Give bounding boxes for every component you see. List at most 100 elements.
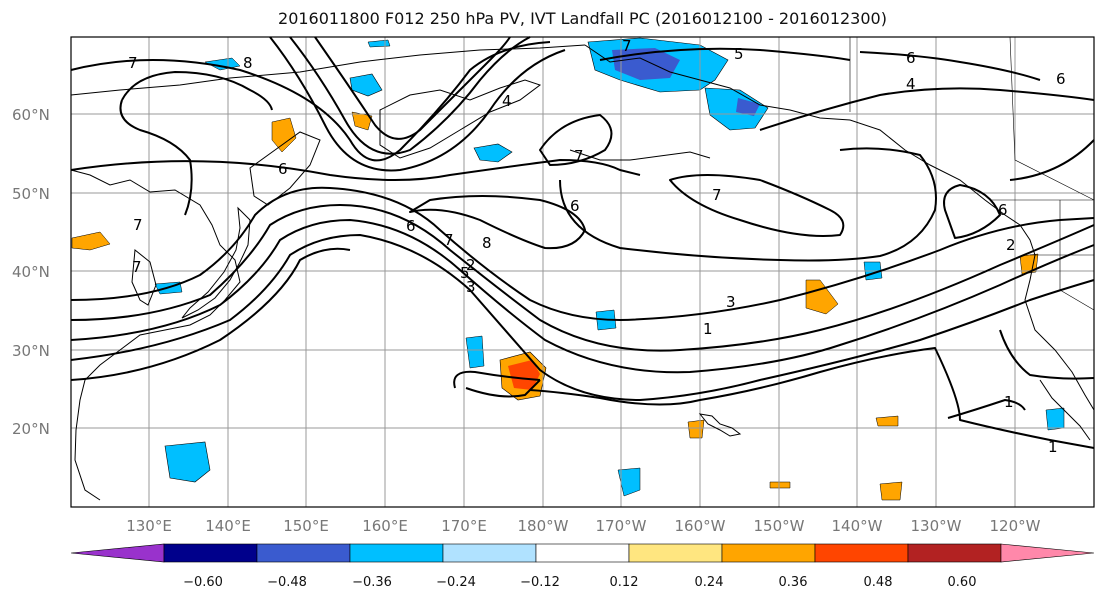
pv-contour [999,329,1095,380]
pv-contour [70,234,1095,401]
pv-contour [669,174,845,237]
pv-contour [529,347,1095,449]
anomaly-region [71,231,111,251]
pv-contour [119,99,193,216]
lon-label: 130°W [911,517,962,535]
pv-contour [559,147,937,262]
anomaly-region [473,143,513,163]
pv-contour [453,370,541,389]
coastline-japan [181,206,251,319]
pv-contour [70,41,551,162]
colorbar-tick-labels: −0.60 −0.48 −0.36 −0.24 −0.12 0.12 0.24 … [183,575,976,590]
colorbar-segment [721,543,816,563]
colorbar-segment [814,543,909,563]
colorbar-tick-label: 0.48 [864,575,893,590]
border-us-canada [990,36,1095,201]
colorbar-segment [70,543,165,563]
coastline-aleutians [569,149,711,161]
anomaly-region [879,481,903,501]
lat-label: 30°N [12,342,50,360]
contour-label: 6 [906,49,916,67]
colorbar-tick-label: 0.36 [779,575,808,590]
colorbar-segment [442,543,537,563]
lon-label: 130°E [126,517,172,535]
pv-contour [121,71,273,111]
pv-contour [465,379,541,398]
colorbar-segment [349,543,444,563]
lon-label: 140°W [832,517,883,535]
pv-contour [269,36,566,172]
borders [849,36,1095,311]
anomaly-region [204,57,241,71]
pv-contour [314,36,511,140]
coastline-korea [131,249,157,306]
contour-label: 4 [502,92,512,110]
anomaly-region [508,360,540,390]
coastline-hawaii [698,413,742,437]
lon-label: 180°W [518,517,569,535]
coastline-baja [1039,379,1091,441]
contour-label: 2 [1006,236,1016,254]
colorbar-segment [535,543,630,563]
contour-label: 7 [712,186,722,204]
lon-label: 120°W [990,517,1041,535]
latitude-labels: 60°N 50°N 40°N 30°N 20°N [12,106,50,438]
lon-label: 140°E [205,517,251,535]
anomaly-region [769,481,791,489]
pv-contour [70,204,1095,352]
contour-label: 7 [622,37,632,55]
lat-label: 20°N [12,420,50,438]
lon-label: 150°W [754,517,805,535]
pv-contour [70,186,1095,321]
anomaly-region [349,73,383,97]
pv-contour [289,36,531,155]
anomaly-region [271,117,297,153]
anomaly-region [465,335,485,369]
contour-label: 6 [1056,70,1066,88]
contour-label: 6 [406,217,416,235]
colorbar-tick-label: −0.60 [183,575,223,590]
contour-label: 3 [726,293,736,311]
pv-contour [859,51,1041,81]
anomaly-region [351,111,373,131]
lat-label: 40°N [12,263,50,281]
colorbar-segment [907,543,1002,563]
pv-contour [70,159,641,181]
anomaly-region [164,441,211,483]
pv-contour [943,184,1001,239]
colorbar-segment [1000,543,1095,563]
colorbar-segment [256,543,351,563]
contour-label: 7 [574,147,584,165]
coastlines [70,44,1095,501]
contour-label: 1 [1004,393,1014,411]
pv-contour [1009,139,1095,181]
contour-label: 7 [132,258,142,276]
lon-label: 170°W [596,517,647,535]
contour-labels: 7 8 6 7 6 7 8 6 4 7 7 5 6 4 6 7 6 7 5 3 … [128,37,1066,456]
colorbar-segment [163,543,258,563]
anomaly-region [617,467,641,497]
contour-label: 7 [128,54,138,72]
contour-label: 3 [466,278,476,296]
contour-label: 5 [734,45,744,63]
lat-label: 50°N [12,185,50,203]
colorbar-tick-label: −0.48 [267,575,307,590]
contour-label: 6 [998,201,1008,219]
coastline-alaska [584,44,1095,411]
anomaly-region [875,415,899,427]
contour-label: 6 [570,197,580,215]
pv-contours [70,36,1095,449]
pv-contour [70,247,351,381]
contour-label: 8 [243,54,253,72]
coastline-kamchatka [249,131,321,206]
colorbar-tick-label: 0.12 [610,575,639,590]
lon-label: 160°E [362,517,408,535]
coastline-chukotka [379,79,542,159]
map-title: 2016011800 F012 250 hPa PV, IVT Landfall… [278,9,887,28]
pv-contour [539,114,613,166]
contour-label: 5 [460,264,470,282]
pv-contour [947,399,1026,419]
colorbar-tick-label: 0.24 [695,575,724,590]
contour-label: 7 [444,231,454,249]
